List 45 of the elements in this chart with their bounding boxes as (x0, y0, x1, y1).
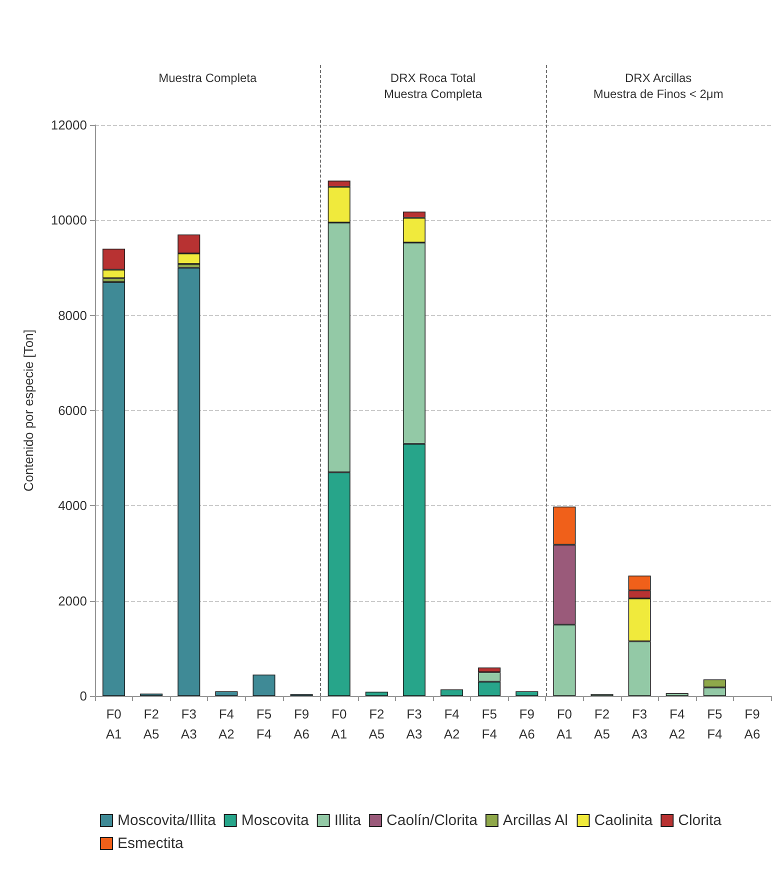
x-tick-label: F2 A5 (143, 706, 160, 742)
x-tick-label: F0 A1 (106, 706, 122, 742)
bar (516, 691, 538, 696)
bar (365, 692, 388, 696)
legend-label: Clorita (678, 812, 722, 829)
x-tick-label: F4 A2 (669, 706, 686, 742)
bar (440, 689, 464, 696)
bar (178, 268, 200, 696)
y-tick-label: 2000 (58, 593, 87, 608)
x-tick-label: F9 A6 (518, 706, 535, 742)
x-tick-label: F0 A1 (331, 706, 348, 742)
x-tick-label: F5 F4 (482, 706, 497, 742)
y-tick-label: 4000 (58, 498, 87, 514)
x-tick-label: F2 A5 (368, 706, 385, 742)
legend-label: Esmectita (118, 835, 184, 852)
bar (252, 674, 276, 696)
legend-label: Moscovita (241, 812, 310, 829)
x-tick-label: F2 A5 (594, 706, 610, 742)
legend-label: Illita (334, 812, 362, 829)
legend-label: Caolín/Clorita (386, 812, 478, 829)
x-tick-label: F4 A2 (444, 706, 460, 742)
x-tick-label: F5 F4 (256, 706, 272, 742)
text: Muestra Completa (158, 70, 257, 86)
legend-label: Caolinita (594, 812, 654, 829)
x-tick-label: F9 A6 (744, 706, 760, 742)
y-tick-label: 6000 (58, 403, 87, 418)
x-tick-label: F9 A6 (294, 706, 310, 742)
x-tick-label: F3 A3 (632, 706, 648, 742)
legend-label: Moscovita/Illita (118, 812, 217, 829)
y-tick-label: 8000 (58, 308, 87, 323)
bar (666, 693, 688, 696)
x-tick-label: F5 F4 (707, 706, 722, 742)
x-tick-label: F0 A1 (556, 706, 572, 742)
bar (215, 691, 238, 696)
x-tick-label: F3 A3 (180, 706, 197, 742)
x-tick-label: F4 A2 (218, 706, 234, 742)
text: DRX Arcillas Muestra de Finos < 2μm (593, 70, 724, 102)
y-tick-label: 10000 (50, 212, 87, 228)
legend-label: Arcillas Al (502, 812, 568, 829)
x-tick-label: F3 A3 (406, 706, 422, 742)
bar (102, 282, 126, 696)
y-axis-title: Contenido por especie [Ton] (21, 330, 36, 492)
y-tick-label: 12000 (50, 118, 87, 132)
text: DRX Roca Total Muestra Completa (384, 70, 482, 102)
y-tick-label: 0 (80, 688, 87, 704)
